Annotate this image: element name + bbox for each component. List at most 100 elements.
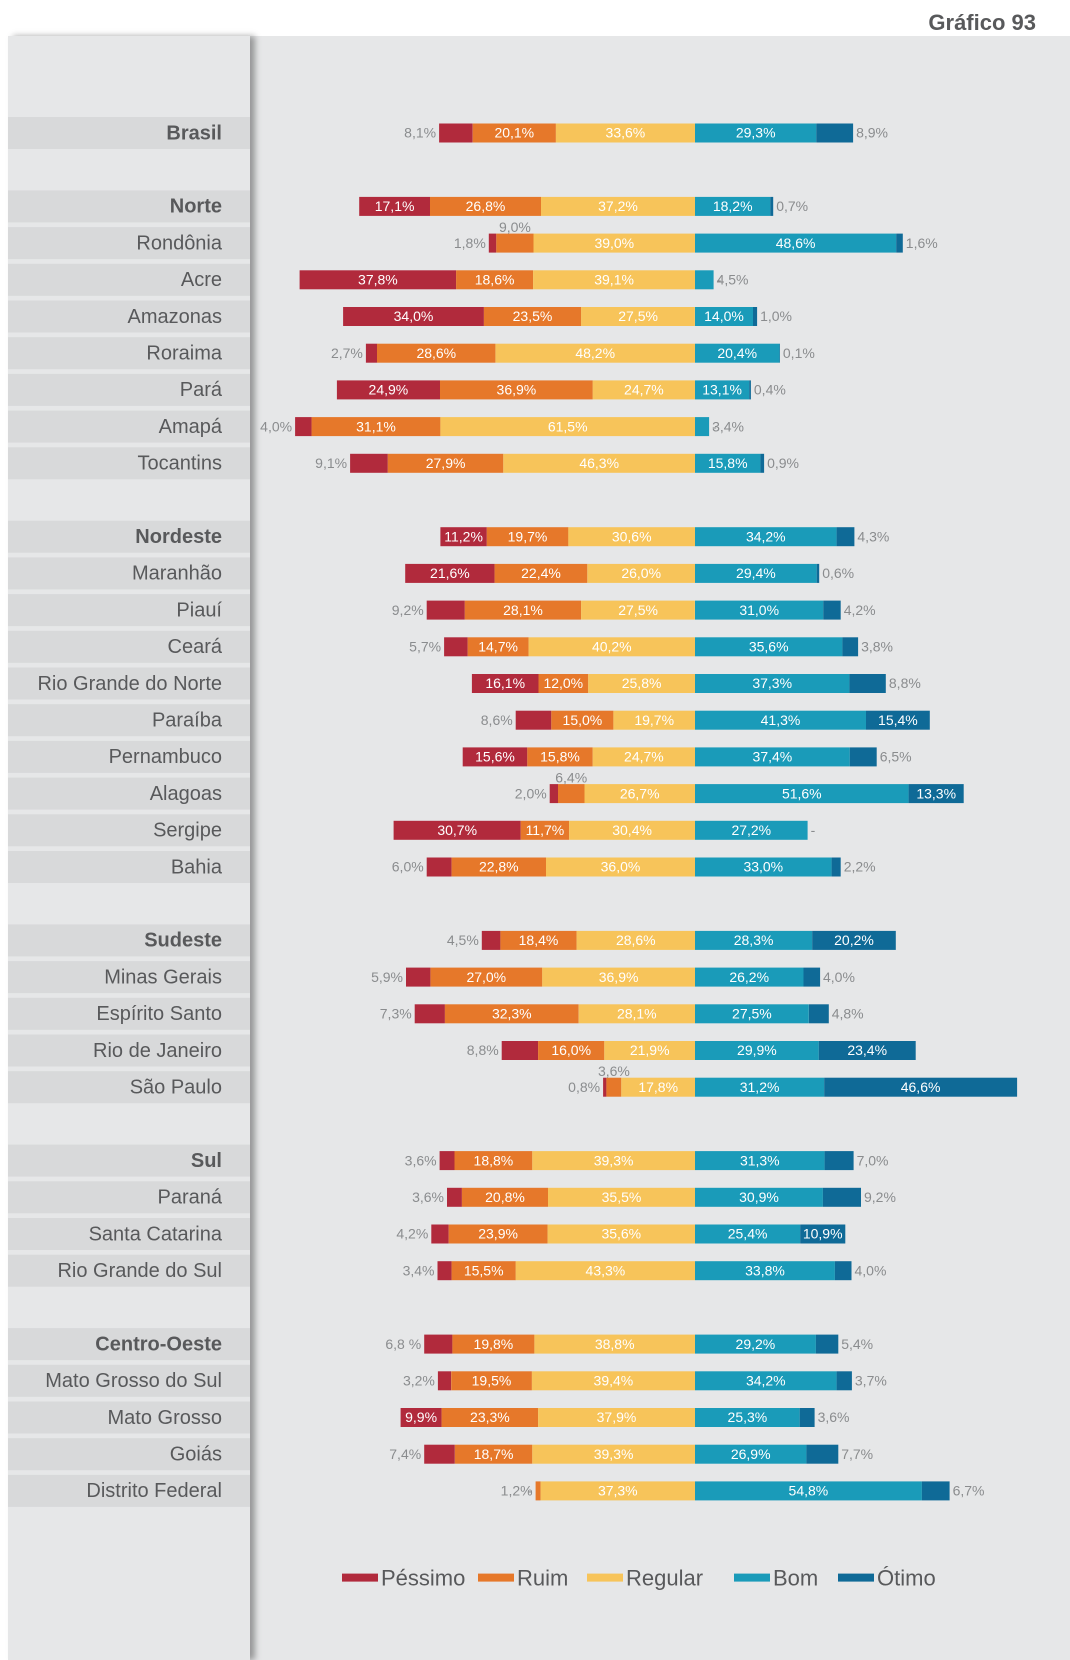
- chart-row: Nordeste 11,2% 19,7% 30,6% 34,2% 4,3%: [8, 520, 889, 553]
- bar-ruim: [452, 1334, 535, 1354]
- bar-otimo: [908, 784, 964, 804]
- data-label: 25,4%: [728, 1226, 768, 1242]
- bar-bom: [695, 1004, 809, 1024]
- legend-item: Péssimo: [342, 1565, 465, 1590]
- row-label: Norte: [170, 196, 222, 218]
- chart-row: Rondônia 1,8% 9,0% 39,0% 48,6% 1,6%: [8, 219, 938, 260]
- data-label: 3,6%: [598, 1063, 630, 1079]
- data-label: 28,1%: [503, 602, 543, 618]
- bar-ruim: [430, 196, 541, 216]
- data-label: 33,8%: [745, 1262, 785, 1278]
- row-label: Centro-Oeste: [95, 1333, 222, 1355]
- bar-bom: [695, 563, 817, 583]
- bar-regular: [531, 1371, 695, 1391]
- data-label: 26,8%: [466, 198, 506, 214]
- bar-ruim: [464, 600, 582, 620]
- bar-otimo: [921, 1481, 950, 1501]
- data-label: 33,0%: [743, 859, 783, 875]
- bar-regular: [592, 380, 695, 400]
- data-label: 38,8%: [595, 1336, 635, 1352]
- data-label: 0,7%: [776, 198, 808, 214]
- bar-pessimo: [439, 123, 473, 143]
- data-label: 26,0%: [621, 565, 661, 581]
- bar-ruim: [558, 784, 585, 804]
- bar-pessimo: [437, 1371, 452, 1391]
- bar-regular: [578, 1004, 695, 1024]
- data-label: 39,0%: [594, 235, 634, 251]
- data-label: 16,1%: [485, 675, 525, 691]
- row-label: Distrito Federal: [86, 1480, 222, 1502]
- bar-regular: [569, 820, 695, 840]
- data-label: 32,3%: [492, 1006, 532, 1022]
- bar-regular: [547, 1224, 695, 1244]
- data-label: 37,8%: [358, 272, 398, 288]
- data-label: 35,5%: [602, 1189, 642, 1205]
- bar-bom: [695, 1261, 835, 1281]
- bar-regular: [568, 527, 695, 547]
- bar-ruim: [551, 710, 614, 730]
- data-label: 18,4%: [519, 932, 559, 948]
- data-label: 2,7%: [331, 345, 363, 361]
- chart-row: Ceará 5,7% 14,7% 40,2% 35,6% 3,8%: [8, 630, 893, 663]
- bar-regular: [604, 1041, 695, 1060]
- chart-row: Piauí 9,2% 28,1% 27,5% 31,0% 4,2%: [8, 594, 876, 627]
- bar-bom: [695, 1481, 922, 1501]
- data-label: -: [528, 1483, 533, 1499]
- data-label: 15,5%: [464, 1262, 504, 1278]
- chart-row: Paraná 3,6% 20,8% 35,5% 30,9% 9,2%: [8, 1181, 896, 1214]
- chart-row: Paraíba 8,6% 15,0% 19,7% 41,3% 15,4%: [8, 704, 930, 737]
- data-label: 37,3%: [598, 1483, 638, 1499]
- legend-item: Ótimo: [838, 1565, 936, 1590]
- bar-otimo: [806, 1444, 839, 1464]
- row-label-strip: [8, 851, 250, 883]
- bar-pessimo: [603, 1077, 607, 1097]
- row-label: São Paulo: [130, 1076, 222, 1098]
- bar-otimo: [896, 233, 903, 253]
- data-label: 23,4%: [847, 1042, 887, 1058]
- bar-ruim: [456, 270, 534, 290]
- row-label-strip: [8, 777, 250, 810]
- data-label: 37,2%: [598, 198, 638, 214]
- data-label: 39,1%: [594, 272, 634, 288]
- chart-row: Amazonas 34,0% 23,5% 27,5% 14,0% 1,0%: [8, 300, 792, 333]
- bar-regular: [532, 1444, 695, 1464]
- bar-bom: [695, 1444, 807, 1464]
- row-label-strip: [8, 1181, 250, 1214]
- row-label-strip: [8, 520, 250, 553]
- data-label: 3,6%: [405, 1152, 437, 1168]
- bar-otimo: [816, 123, 854, 143]
- row-label-strip: [8, 557, 250, 590]
- data-label: 34,0%: [394, 308, 434, 324]
- bar-ruim: [454, 1151, 533, 1171]
- data-label: -: [712, 418, 717, 434]
- data-label: 2,2%: [844, 859, 876, 875]
- data-label: 4,2%: [396, 1226, 428, 1242]
- data-label: 24,7%: [624, 749, 664, 765]
- data-label: 28,3%: [734, 932, 774, 948]
- legend-item: Bom: [734, 1565, 818, 1590]
- data-label: 4,0%: [855, 1262, 887, 1278]
- row-label-strip: [8, 263, 250, 296]
- bar-ruim: [606, 1077, 622, 1097]
- data-label: 24,7%: [624, 382, 664, 398]
- bar-pessimo: [431, 1224, 449, 1244]
- row-label-strip: [8, 1144, 250, 1177]
- chart-row: Goiás 7,4% 18,7% 39,3% 26,9% 7,7%: [8, 1438, 873, 1471]
- row-label-strip: [8, 1254, 250, 1287]
- bar-regular: [613, 710, 695, 730]
- data-label: 20,8%: [485, 1189, 525, 1205]
- bar-regular: [548, 1187, 695, 1207]
- data-label: 1,6%: [906, 235, 938, 251]
- data-label: 31,2%: [740, 1079, 780, 1095]
- data-label: 22,8%: [479, 859, 519, 875]
- bar-otimo: [812, 930, 896, 950]
- bar-bom: [695, 1334, 816, 1354]
- bar-ruim: [454, 1444, 533, 1464]
- data-label: 43,3%: [586, 1262, 626, 1278]
- data-label: 30,7%: [437, 822, 477, 838]
- chart-row: Brasil 8,1% 20,1% 33,6% 29,3% 8,9%: [8, 117, 888, 149]
- data-label: 18,7%: [474, 1446, 514, 1462]
- row-label: Ceará: [168, 636, 223, 658]
- chart-row: Maranhão 21,6% 22,4% 26,0% 29,4% 0,6%: [8, 557, 854, 590]
- bar-bom: [695, 1371, 837, 1391]
